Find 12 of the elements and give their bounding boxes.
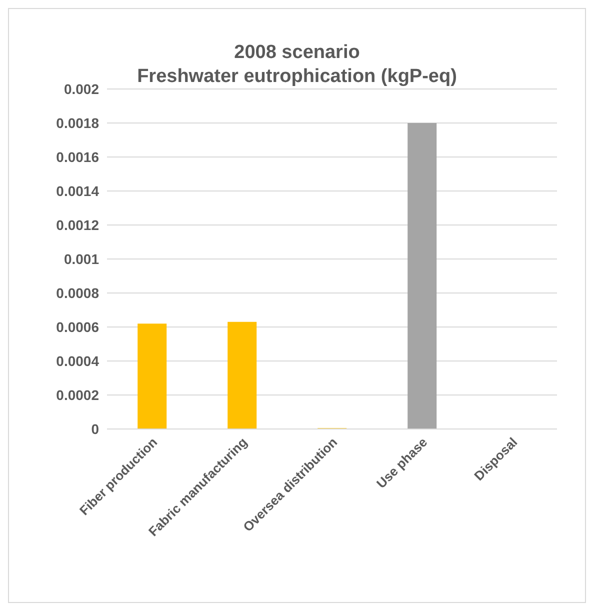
chart-title: 2008 scenario Freshwater eutrophication (kgP-eq): [136, 41, 458, 87]
y-tick-label: 0.001: [64, 250, 100, 267]
y-tick-label: 0.0012: [56, 216, 100, 233]
y-tick-label: 0.0006: [56, 318, 100, 335]
y-tick-label: 0.0008: [56, 284, 100, 301]
y-tick-label: 0.0016: [56, 148, 100, 165]
y-tick-label: 0.0004: [56, 352, 100, 369]
y-tick-label: 0.0002: [56, 386, 100, 403]
y-tick-label: 0.0014: [56, 182, 100, 199]
y-tick-label: 0.002: [64, 80, 100, 97]
y-tick-label: 0.0018: [56, 114, 100, 131]
y-tick-label: 0: [91, 420, 100, 437]
